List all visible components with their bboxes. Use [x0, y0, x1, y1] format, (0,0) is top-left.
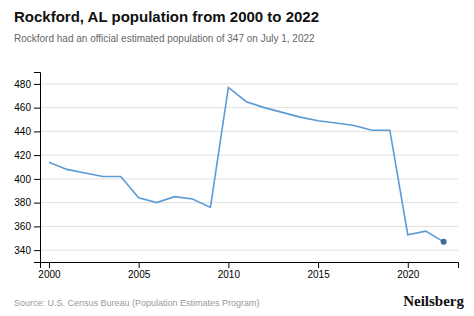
grid-line: [40, 131, 458, 132]
tick-mark: [34, 203, 40, 204]
grid-line: [40, 107, 458, 108]
grid-line: [40, 178, 458, 179]
tick-mark: [34, 250, 40, 251]
axis-line: [41, 263, 459, 269]
y-axis: 340 360 380 400 420 440 460 480: [14, 73, 40, 263]
tick-mark: [34, 155, 40, 156]
marks: [49, 87, 447, 244]
tick: 2015: [307, 262, 330, 280]
tick-mark: [49, 262, 50, 268]
tick: 380: [14, 197, 40, 208]
tick: 460: [14, 102, 40, 113]
tick-mark: [34, 226, 40, 227]
grid-line: [40, 226, 458, 227]
tick-label: 400: [14, 174, 31, 185]
tick-label: 420: [14, 150, 31, 161]
title: Rockford, AL population from 2000 to 202…: [14, 8, 319, 25]
axis-line: [34, 73, 41, 263]
tick-mark: [408, 262, 409, 268]
tick: 2010: [218, 262, 241, 280]
x-axis: 2000 2005 2010 2015 2020: [38, 262, 458, 280]
tick-label: 2000: [38, 269, 61, 280]
tick-label: 340: [14, 245, 31, 256]
tick-label: 440: [14, 126, 31, 137]
tick-mark: [34, 84, 40, 85]
tick-label: 2020: [397, 269, 420, 280]
tick: 360: [14, 221, 40, 232]
tick-mark: [34, 179, 40, 180]
tick: 2005: [128, 262, 151, 280]
tick-mark: [228, 262, 229, 268]
tick-label: 460: [14, 102, 31, 113]
end-point: [441, 239, 447, 245]
tick-label: 2015: [307, 269, 330, 280]
grid: [40, 84, 458, 250]
tick-label: 2005: [128, 269, 151, 280]
chart: Rockford, AL population from 2000 to 202…: [0, 0, 474, 316]
tick: 440: [14, 126, 40, 137]
grid-line: [40, 155, 458, 156]
grid-line: [40, 250, 458, 251]
tick-mark: [34, 108, 40, 109]
tick-label: 360: [14, 221, 31, 232]
tick: 400: [14, 174, 40, 185]
tick: 2000: [38, 262, 61, 280]
watermark: Neilsberg: [403, 293, 464, 309]
tick-label: 380: [14, 197, 31, 208]
line: [49, 87, 444, 241]
tick: 340: [14, 245, 40, 256]
tick-label: 480: [14, 79, 31, 90]
tick-mark: [318, 262, 319, 268]
tick: 420: [14, 150, 40, 161]
subtitle: Rockford had an official estimated popul…: [14, 33, 315, 44]
tick-label: 2010: [218, 269, 241, 280]
plot: 2000 2005 2010 2015 2020 340 360 380 400 420 440 46…: [14, 73, 458, 281]
grid-line: [40, 202, 458, 203]
source: Source: U.S. Census Bureau (Population E…: [14, 298, 260, 308]
grid-line: [40, 83, 458, 84]
tick: 2020: [397, 262, 420, 280]
tick-mark: [139, 262, 140, 268]
tick: 480: [14, 79, 40, 90]
tick-mark: [34, 131, 40, 132]
